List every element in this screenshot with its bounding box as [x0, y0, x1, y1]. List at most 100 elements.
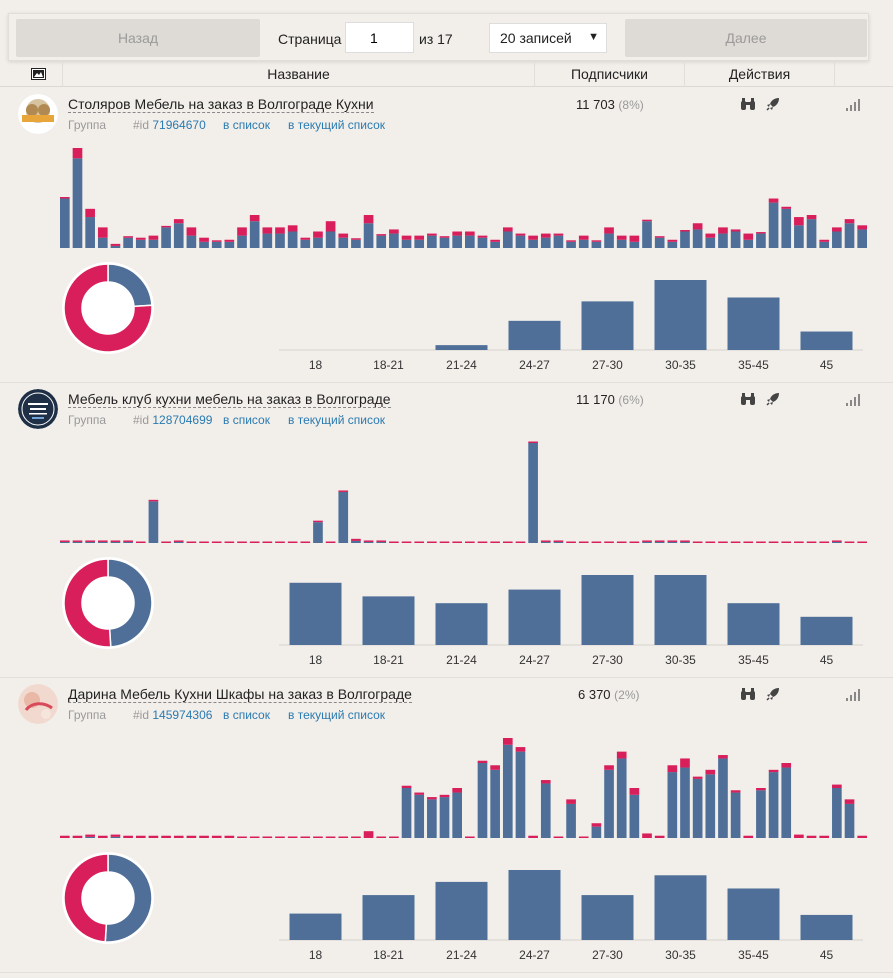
add-to-current-list-link[interactable]: в текущий список [288, 708, 386, 722]
activity-bar-pink [730, 229, 741, 232]
rocket-icon[interactable] [765, 391, 781, 407]
group-name-link[interactable]: Столяров Мебель на заказ в Волгограде Ку… [68, 96, 374, 113]
group-avatar[interactable] [18, 389, 58, 429]
activity-bar [148, 501, 159, 543]
gender-donut-chart [62, 557, 154, 649]
per-page-select[interactable]: 20 записей ▼ [489, 23, 607, 53]
activity-bar [389, 233, 399, 248]
binoculars-icon[interactable] [740, 96, 756, 112]
add-to-current-list-link[interactable]: в текущий список [288, 413, 386, 427]
activity-bar-pink [768, 769, 779, 773]
age-tick-label: 21-24 [446, 948, 477, 962]
add-to-current-list-link[interactable]: в текущий список [288, 118, 386, 132]
activity-bar-pink [794, 834, 804, 838]
activity-bar [123, 237, 133, 248]
age-bar [727, 603, 780, 645]
activity-bar-pink [199, 237, 209, 242]
column-name[interactable]: Название [63, 60, 535, 87]
column-subscribers[interactable]: Подписчики [535, 60, 685, 87]
binoculars-icon[interactable] [740, 391, 756, 407]
activity-bar [528, 239, 538, 248]
group-name-link[interactable]: Дарина Мебель Кухни Шкафы на заказ в Вол… [68, 686, 412, 703]
age-tick-label: 18-21 [373, 358, 404, 372]
activity-bar [730, 792, 741, 838]
activity-bar-pink [110, 540, 121, 542]
age-tick-label: 24-27 [519, 948, 550, 962]
activity-bar [211, 241, 222, 248]
activity-bar-pink [578, 836, 589, 838]
add-to-list-link[interactable]: в список [223, 708, 270, 722]
activity-bar-pink [566, 541, 576, 543]
activity-bar-pink [401, 785, 412, 788]
activity-bar [616, 758, 627, 838]
activity-bar [718, 758, 728, 838]
group-id-link[interactable]: 128704699 [152, 413, 213, 427]
activity-bar-pink [553, 836, 564, 838]
activity-bar-pink [376, 540, 387, 542]
age-chart: 18 18-21 21-24 24-27 27-30 30-35 35-45 45 [279, 575, 863, 667]
age-tick-label: 35-45 [738, 358, 769, 372]
column-image[interactable] [14, 60, 63, 87]
activity-bar-pink [173, 835, 184, 838]
activity-bar-pink [654, 835, 665, 838]
activity-bar-pink [642, 540, 652, 542]
group-avatar[interactable] [18, 684, 58, 724]
activity-bar [338, 237, 349, 248]
activity-bar [60, 541, 70, 543]
activity-bar [363, 541, 374, 543]
activity-bar [642, 541, 652, 543]
signal-strength-icon[interactable] [845, 686, 861, 702]
activity-bar [351, 540, 361, 543]
rocket-icon[interactable] [765, 686, 781, 702]
activity-bar [325, 231, 336, 248]
activity-bar [439, 797, 450, 838]
activity-bar-pink [490, 765, 500, 770]
activity-bar-pink [338, 490, 349, 492]
activity-bar-pink [857, 225, 867, 230]
activity-bar-pink [287, 225, 298, 232]
activity-bar-pink [477, 235, 488, 238]
activity-bar-pink [857, 541, 867, 543]
age-bar [435, 881, 488, 940]
activity-bar-pink [718, 541, 728, 543]
next-button[interactable]: Далее [625, 19, 867, 57]
add-to-list-link[interactable]: в список [223, 118, 270, 132]
activity-bar [414, 794, 425, 838]
group-id-link[interactable]: 71964670 [152, 118, 206, 132]
gender-donut-chart [62, 852, 154, 944]
activity-bar [313, 522, 323, 543]
activity-bar [705, 774, 716, 838]
group-id-link[interactable]: 145974306 [152, 708, 213, 722]
activity-bar-pink [262, 227, 273, 234]
activity-bar-pink [414, 235, 425, 240]
activity-bar-pink [123, 236, 133, 238]
signal-strength-icon[interactable] [845, 96, 861, 112]
signal-strength-icon[interactable] [845, 391, 861, 407]
page-total-label: из 17 [419, 31, 453, 47]
activity-bar-pink [819, 835, 830, 838]
group-type: Группа [68, 413, 107, 427]
age-tick-label: 21-24 [446, 653, 477, 667]
binoculars-icon[interactable] [740, 686, 756, 702]
activity-bar-pink [680, 230, 690, 232]
group-row: Мебель клуб кухни мебель на заказ в Волг… [0, 383, 893, 678]
activity-bar-pink [338, 836, 349, 838]
page-number-input[interactable] [345, 22, 414, 53]
add-to-list-link[interactable]: в список [223, 413, 270, 427]
activity-bar-pink [338, 233, 349, 238]
activity-bar-pink [351, 538, 361, 541]
activity-bar [439, 237, 450, 248]
activity-bar-pink [819, 541, 830, 543]
activity-bar [692, 778, 703, 838]
group-avatar[interactable] [18, 94, 58, 134]
activity-bar-pink [502, 738, 513, 745]
activity-bar-pink [325, 221, 336, 232]
back-button[interactable]: Назад [16, 19, 260, 57]
activity-bar [768, 772, 779, 838]
activity-bar-pink [743, 233, 754, 240]
activity-bar [287, 231, 298, 248]
activity-bar-pink [768, 198, 779, 203]
activity-bar-pink [832, 227, 842, 232]
group-name-link[interactable]: Мебель клуб кухни мебель на заказ в Волг… [68, 391, 391, 408]
rocket-icon[interactable] [765, 96, 781, 112]
